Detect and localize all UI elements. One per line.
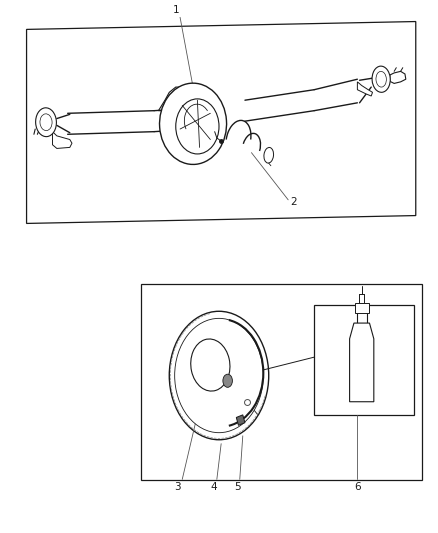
Ellipse shape [176, 99, 219, 154]
Text: 2: 2 [290, 197, 297, 207]
Ellipse shape [372, 66, 390, 92]
Text: 1: 1 [173, 5, 179, 15]
Ellipse shape [35, 108, 57, 136]
Ellipse shape [191, 339, 230, 391]
Text: 5: 5 [234, 482, 241, 492]
Polygon shape [350, 323, 374, 402]
Ellipse shape [169, 311, 269, 440]
Polygon shape [390, 71, 406, 84]
Polygon shape [53, 132, 72, 149]
Ellipse shape [223, 374, 233, 387]
Text: 4: 4 [211, 482, 217, 492]
Text: 6: 6 [354, 482, 361, 492]
Ellipse shape [159, 83, 226, 165]
Ellipse shape [175, 318, 263, 433]
Polygon shape [236, 415, 245, 425]
Bar [355, 303, 369, 312]
Text: 3: 3 [175, 482, 181, 492]
Polygon shape [357, 82, 372, 96]
